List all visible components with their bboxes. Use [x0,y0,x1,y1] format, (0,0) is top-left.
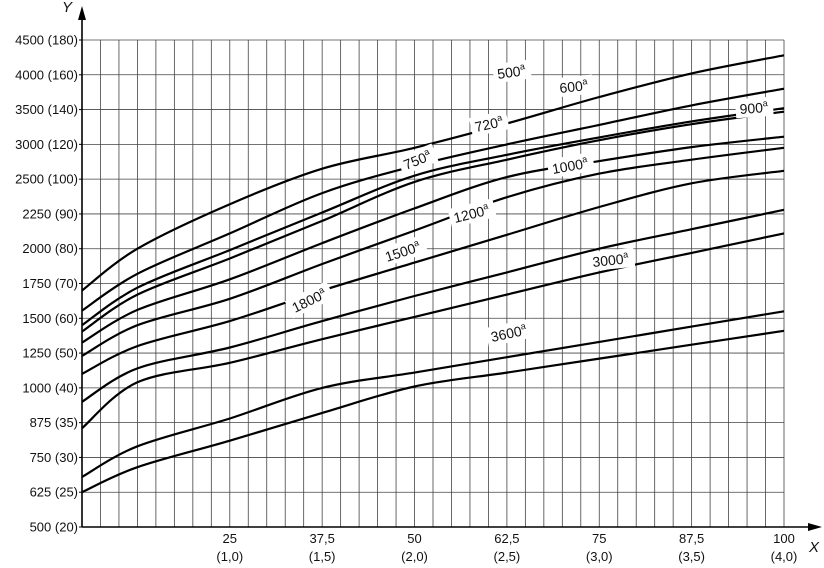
x-tick-label: 62,5 [494,531,519,546]
y-tick-label: 3500 (140) [15,102,78,117]
x-tick-label: 25 [223,531,237,546]
series-line-720 [81,107,785,327]
x-tick-label: 87,5 [679,531,704,546]
x-tick-sublabel: (1,5) [309,549,336,564]
grid [82,39,785,527]
curve-label-bg [484,318,534,347]
curve-label-bg [284,281,335,319]
curve-label-1000: 1000a [551,154,590,177]
curve-labels: 500a600a720a750a900a1000a1200a1500a1800a… [284,59,774,347]
curve-label-bg [554,74,594,98]
x-axis-label: X [808,539,820,556]
x-tick-sublabel: (3,0) [586,549,613,564]
curve-label-1200: 1200a [452,201,491,226]
y-tick-label: 750 (30) [30,450,78,465]
curve-label-600: 600a [559,76,589,96]
y-tick-label: 500 (20) [30,520,78,535]
y-tick-label: 1250 (50) [22,346,78,361]
y-tick-label: 2500 (100) [15,172,78,187]
series-line-750 [81,110,785,333]
curve-label-3000: 3000a [592,249,630,270]
series-line-1000 [81,146,785,357]
series-line-1200 [81,169,785,375]
x-axis-arrow [808,523,822,531]
y-tick-label: 4500 (180) [15,33,78,48]
curve-label-bg [587,247,636,272]
x-tick-label: 37,5 [310,531,335,546]
curve-label-3600: 3600a [489,321,528,345]
x-tick-label: 75 [592,531,606,546]
series-line-1800 [81,232,785,430]
axes: 500 (20) 625 (25) 750 (30) 875 (35) 1000 (40… [15,6,822,564]
series-line-500 [81,54,785,292]
series-group [81,54,785,494]
y-tick-label: 875 (35) [30,415,78,430]
series-line-900 [81,135,785,344]
x-tick-sublabel: (3,5) [678,549,705,564]
curve-label-bg [491,59,532,84]
curve-label-bg [378,234,429,268]
curve-label-1800: 1800a [289,285,329,316]
y-axis-label: Y [62,0,73,16]
y-axis-arrow [78,6,86,20]
x-tick-label: 50 [407,531,421,546]
curve-label-bg [734,96,774,119]
series-line-3600 [81,329,785,494]
x-tick-sublabel: (1,0) [216,549,243,564]
curve-label-bg [546,151,596,179]
x-tick-sublabel: (4,0) [771,549,798,564]
x-tick-sublabel: (2,0) [401,549,428,564]
y-tick-label: 625 (25) [30,485,78,500]
curve-label-500: 500a [496,61,526,82]
y-tick-label: 1500 (60) [22,311,78,326]
x-tick-sublabel: (2,5) [494,549,521,564]
y-tick-label: 2250 (90) [22,206,78,221]
y-tick-label: 4000 (160) [15,67,78,82]
curve-label-900: 900a [739,98,768,117]
curve-label-720: 720a [473,112,504,135]
curve-label-bg [468,110,510,137]
series-line-1500 [81,208,785,403]
series-line-3000 [81,310,785,478]
y-tick-label: 3000 (120) [15,137,78,152]
x-tick-label: 100 [773,531,795,546]
curve-label-bg [447,198,497,228]
y-tick-label: 1750 (70) [22,276,78,291]
y-tick-label: 2000 (80) [22,241,78,256]
curve-label-bg [396,143,439,176]
y-tick-label: 1000 (40) [22,380,78,395]
